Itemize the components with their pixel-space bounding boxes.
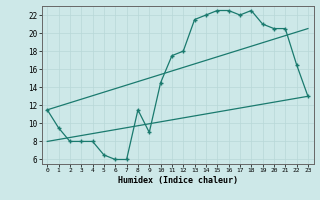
X-axis label: Humidex (Indice chaleur): Humidex (Indice chaleur): [118, 176, 237, 185]
